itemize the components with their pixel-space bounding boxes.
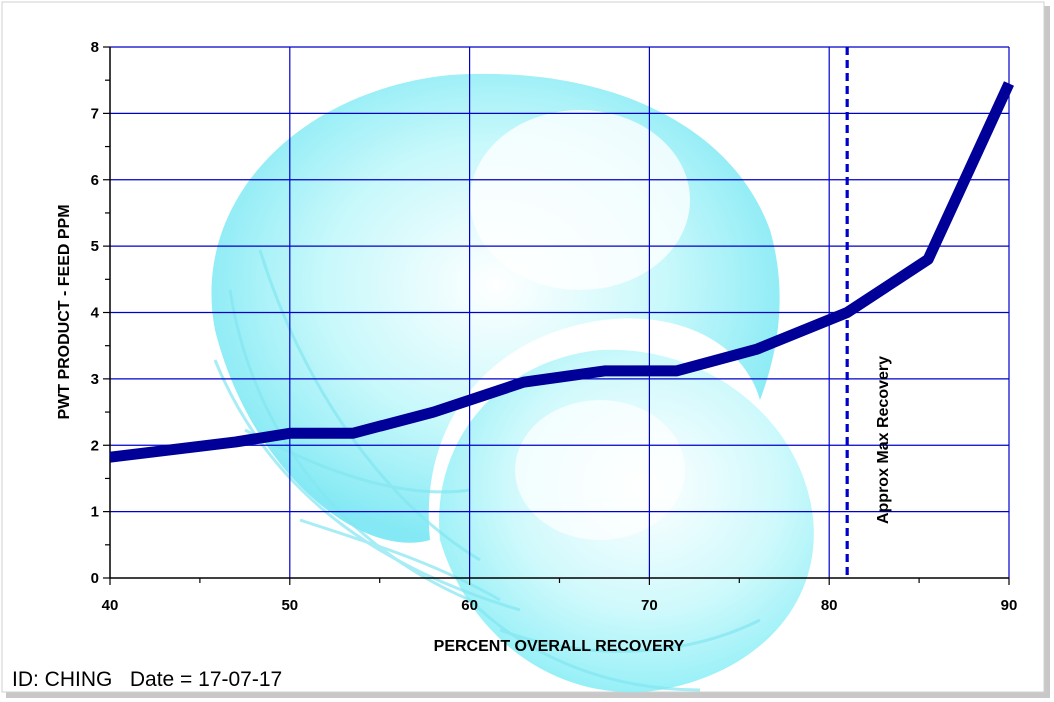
y-tick-label: 5 xyxy=(91,238,99,255)
max-recovery-label: Approx Max Recovery xyxy=(875,356,892,524)
x-tick-label: 90 xyxy=(1001,597,1018,614)
y-tick-labels: 0 1 2 3 4 5 6 7 8 xyxy=(91,39,100,587)
y-tick-label: 7 xyxy=(91,105,99,122)
x-tick-labels: 40 50 60 70 80 90 xyxy=(102,597,1018,614)
x-tick-label: 80 xyxy=(821,597,838,614)
footer: ID: CHING Date = 17-07-17 xyxy=(12,668,282,692)
y-tick-label: 6 xyxy=(91,172,99,189)
axis-ticks xyxy=(103,46,1010,585)
background-swirl-art xyxy=(211,73,814,693)
series-layer xyxy=(109,81,1014,463)
x-tick-label: 50 xyxy=(281,597,298,614)
x-tick-label: 60 xyxy=(461,597,478,614)
x-tick-label: 70 xyxy=(641,597,658,614)
y-tick-label: 1 xyxy=(91,504,99,521)
series-line xyxy=(109,81,1014,463)
y-tick-label: 2 xyxy=(91,437,99,454)
axes xyxy=(109,47,1009,579)
y-tick-label: 4 xyxy=(91,305,100,322)
y-tick-label: 8 xyxy=(91,39,99,56)
y-tick-label: 0 xyxy=(91,570,99,587)
footer-id: ID: CHING xyxy=(12,668,113,691)
y-tick-label: 3 xyxy=(91,371,99,388)
x-axis-title: PERCENT OVERALL RECOVERY xyxy=(434,638,685,655)
footer-date: Date = 17-07-17 xyxy=(129,668,283,691)
x-tick-label: 40 xyxy=(102,597,119,614)
y-axis-title: PWT PRODUCT - FEED PPM xyxy=(56,204,73,419)
